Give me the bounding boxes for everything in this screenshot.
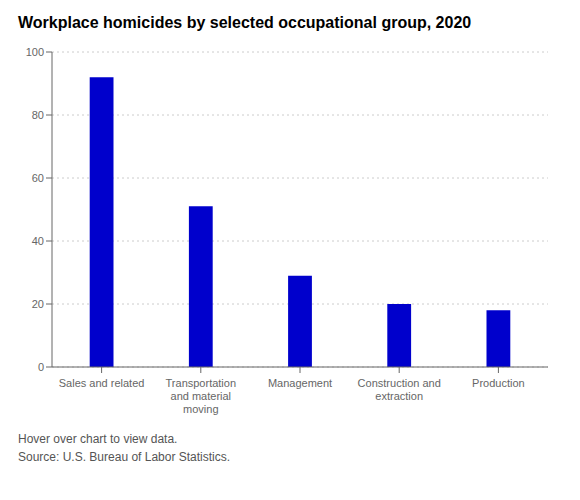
html-text:Workplace homicides by selecte: Workplace homicides by selected occupati…	[18, 14, 472, 31]
svg-text:40: 40	[32, 235, 44, 247]
svg-text:Management: Management	[268, 377, 332, 389]
svg-text:60: 60	[32, 172, 44, 184]
svg-text:20: 20	[32, 298, 44, 310]
svg-text:100: 100	[26, 46, 44, 58]
svg-text:80: 80	[32, 109, 44, 121]
svg-text:Transportationand materialmovi: Transportationand materialmoving	[166, 377, 237, 415]
svg-text:0: 0	[38, 361, 44, 373]
svg-text:Production: Production	[472, 377, 525, 389]
html-text:Hover over chart to view data.: Hover over chart to view data.	[18, 432, 178, 446]
svg-text:Construction andextraction: Construction andextraction	[358, 377, 441, 402]
html-text:Source: U.S. Bureau of Labor S: Source: U.S. Bureau of Labor Statistics.	[18, 450, 231, 464]
svg-text:Sales and related: Sales and related	[59, 377, 145, 389]
